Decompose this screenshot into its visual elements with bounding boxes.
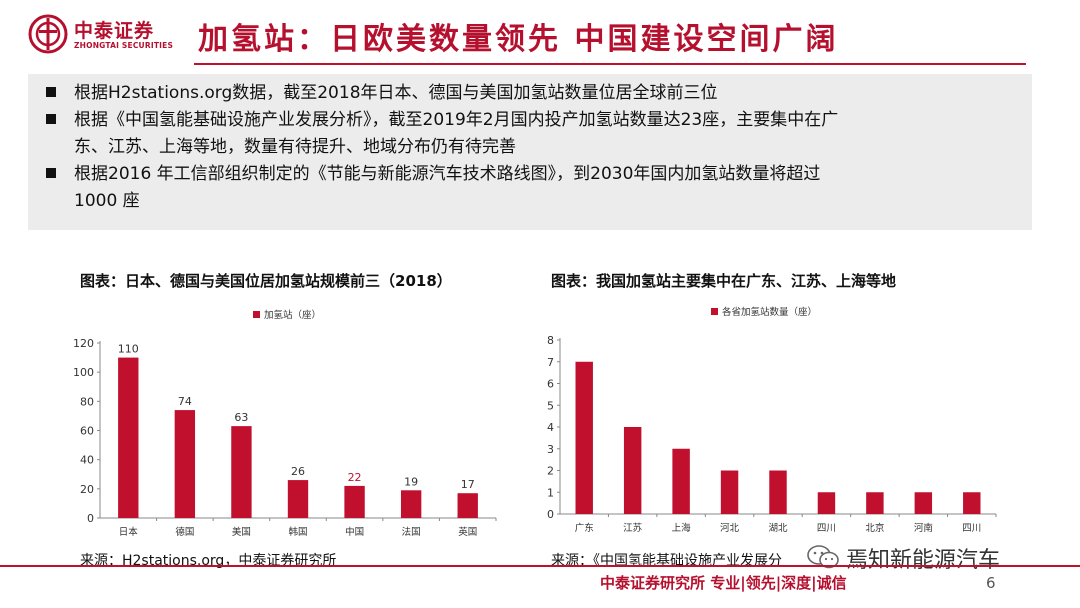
y-tick-label: 5: [547, 399, 554, 412]
x-tick-label: 四川: [817, 523, 836, 534]
bar: [769, 470, 787, 514]
x-tick-label: 日本: [119, 526, 139, 538]
y-tick-label: 100: [73, 366, 94, 379]
chart-legend: 加氢站（座）: [253, 309, 321, 321]
slide-header: 中泰证券 ZHONGTAI SECURITIES 加氢站：日欧美数量领先 中国建…: [0, 0, 1080, 66]
bullet-text: 根据H2stations.org数据，截至2018年日本、德国与美国加氢站数量位…: [74, 83, 718, 103]
bullet-square-icon: [46, 87, 56, 97]
chart-legend: 各省加氢站数量（座）: [711, 306, 817, 318]
bullet-text-continued: 东、江苏、上海等地，数量有待提升、地域分布仍有待完善: [74, 137, 516, 157]
y-tick-label: 3: [547, 443, 554, 456]
y-tick-label: 40: [80, 454, 94, 467]
logo-text-cn: 中泰证券: [74, 20, 155, 42]
x-tick-label: 北京: [865, 522, 884, 534]
bar: [720, 470, 739, 514]
chart-title: 图表：日本、德国与美国位居加氢站规模前三（2018）: [80, 272, 452, 290]
y-tick-label: 4: [547, 421, 554, 434]
x-tick-label: 江苏: [623, 522, 643, 534]
bar-chart-china-provinces: 各省加氢站数量（座） 0 1 2 3 4 5 6 7 8 广东 江苏 上海 河北 湖北 四川 北京 河南 四川: [547, 306, 997, 534]
bar: [287, 480, 309, 518]
footer-divider: [0, 565, 1080, 567]
x-tick-label: 美国: [232, 526, 251, 538]
bar: [174, 410, 196, 518]
y-tick-label: 0: [87, 512, 94, 525]
chart-source: 来源：《中国氢能基础设施产业发展分: [551, 553, 782, 569]
bullet-item: 根据2016 年工信部组织制定的《节能与新能源汽车技术路线图》，到2030年国内…: [46, 161, 820, 215]
x-tick-label: 四川: [962, 523, 981, 534]
y-tick-label: 6: [547, 378, 554, 391]
bullet-item: 根据《中国氢能基础设施产业发展分析》，截至2019年2月国内投产加氢站数量达23…: [46, 107, 838, 161]
y-tick-label: 80: [80, 395, 94, 408]
x-tick-label: 广东: [575, 522, 594, 534]
bar: [400, 490, 422, 518]
bar-chart-global-stations: 加氢站（座） 0 20 40 60 80 100 120 110 日本 74 德国 63 美国 26 韩国 22…: [73, 309, 497, 538]
logo-mark-icon: [28, 14, 68, 54]
bar: [817, 492, 836, 514]
chart-title: 图表：我国加氢站主要集中在广东、江苏、上海等地: [551, 272, 897, 290]
bar: [623, 427, 642, 514]
y-tick-label: 20: [80, 483, 94, 496]
slide-title: 加氢站：日欧美数量领先 中国建设空间广阔: [198, 22, 839, 57]
y-tick-label: 8: [547, 334, 554, 347]
watermark-text: 焉知新能源汽车: [846, 548, 1001, 573]
header-divider: [194, 63, 1026, 65]
data-label: 17: [461, 478, 475, 491]
footer-tagline: 中泰证券研究所 专业|领先|深度|诚信: [600, 574, 847, 592]
y-tick-label: 7: [547, 356, 554, 369]
logo-text-en: ZHONGTAI SECURITIES: [74, 41, 174, 50]
y-tick-label: 60: [80, 425, 94, 438]
data-label: 26: [291, 465, 305, 478]
y-tick-label: 120: [73, 337, 94, 350]
x-tick-label: 德国: [175, 526, 194, 538]
bar: [963, 492, 981, 514]
bar: [457, 493, 478, 518]
x-tick-label: 上海: [672, 522, 692, 534]
y-tick-label: 0: [547, 508, 554, 521]
bullet-summary-box: 根据H2stations.org数据，截至2018年日本、德国与美国加氢站数量位…: [28, 74, 1032, 230]
x-tick-label: 中国: [345, 526, 364, 538]
legend-label: 加氢站（座）: [264, 309, 321, 321]
company-logo: 中泰证券 ZHONGTAI SECURITIES: [28, 14, 178, 56]
data-label: 19: [404, 475, 418, 488]
bullet-text: 根据《中国氢能基础设施产业发展分析》，截至2019年2月国内投产加氢站数量达23…: [74, 110, 839, 130]
bullet-square-icon: [46, 168, 56, 178]
data-label: 22: [348, 471, 362, 484]
bar: [914, 492, 933, 514]
x-tick-label: 韩国: [288, 526, 307, 538]
bar: [866, 492, 884, 514]
legend-swatch: [711, 308, 718, 315]
y-tick-label: 1: [547, 486, 554, 499]
x-tick-label: 河北: [720, 522, 740, 534]
bullet-text-continued: 1000 座: [74, 191, 140, 211]
legend-swatch: [253, 311, 260, 318]
bullet-square-icon: [46, 114, 56, 124]
bar: [118, 357, 139, 518]
bar: [231, 426, 252, 518]
bullet-item: 根据H2stations.org数据，截至2018年日本、德国与美国加氢站数量位…: [46, 80, 718, 107]
bar: [344, 485, 365, 518]
bar: [672, 448, 690, 514]
x-tick-label: 湖北: [768, 523, 788, 534]
bar: [575, 361, 593, 514]
x-tick-label: 河南: [914, 522, 933, 534]
wechat-icon: [807, 545, 839, 569]
legend-label: 各省加氢站数量（座）: [722, 306, 817, 318]
chart-source: 来源：H2stations.org，中泰证券研究所: [80, 553, 337, 569]
x-tick-label: 法国: [402, 526, 421, 538]
page-number: 6: [986, 574, 996, 592]
y-tick-label: 2: [547, 465, 554, 478]
bullet-text: 根据2016 年工信部组织制定的《节能与新能源汽车技术路线图》，到2030年国内…: [74, 164, 821, 184]
data-label: 110: [118, 343, 139, 356]
data-label: 74: [178, 395, 192, 408]
x-tick-label: 英国: [458, 526, 477, 538]
data-label: 63: [234, 411, 248, 424]
